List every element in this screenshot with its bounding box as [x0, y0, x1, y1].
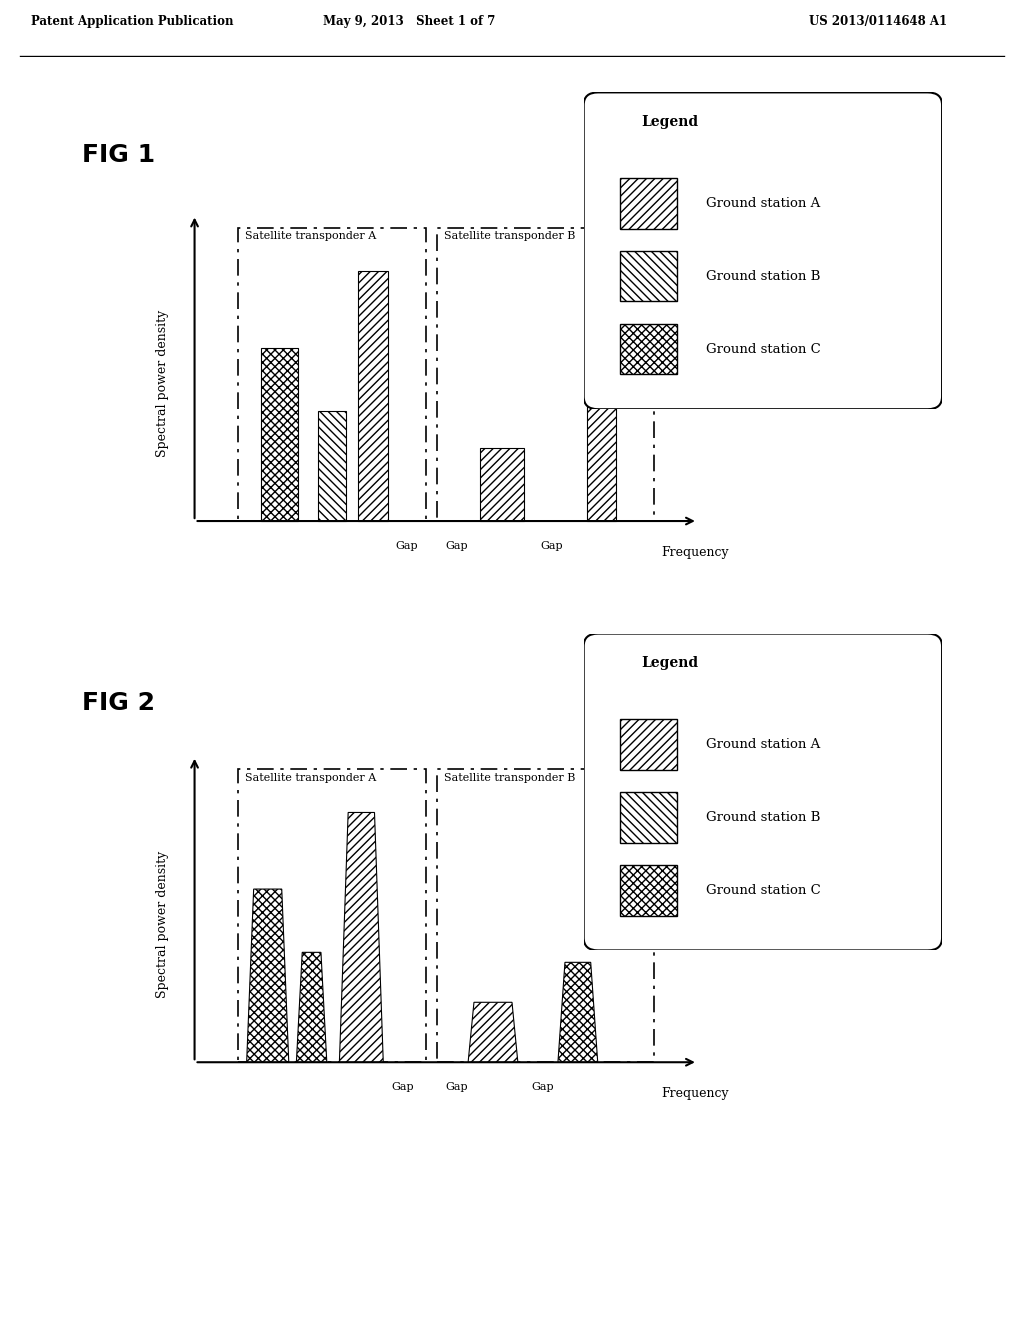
Bar	[437, 228, 654, 521]
Text: FIG 2: FIG 2	[82, 690, 155, 715]
Text: Legend: Legend	[641, 656, 698, 669]
Text: Ground station B: Ground station B	[706, 810, 820, 824]
Text: Satellite transponder B: Satellite transponder B	[444, 772, 575, 783]
FancyBboxPatch shape	[584, 92, 942, 409]
Text: Ground station A: Ground station A	[706, 197, 820, 210]
Bar	[239, 228, 426, 521]
Bar	[318, 411, 346, 521]
Bar	[587, 378, 615, 521]
Bar	[261, 348, 298, 521]
Text: Gap: Gap	[531, 1082, 554, 1092]
Text: Satellite transponder A: Satellite transponder A	[246, 772, 377, 783]
Text: US 2013/0114648 A1: US 2013/0114648 A1	[809, 15, 947, 28]
Bar	[620, 719, 677, 770]
Text: May 9, 2013   Sheet 1 of 7: May 9, 2013 Sheet 1 of 7	[324, 15, 496, 28]
Polygon shape	[247, 890, 289, 1063]
Text: Spectral power density: Spectral power density	[156, 850, 169, 998]
Polygon shape	[339, 813, 383, 1063]
Text: Ground station A: Ground station A	[706, 738, 820, 751]
Text: FIG 1: FIG 1	[82, 143, 155, 168]
Text: Satellite transponder B: Satellite transponder B	[444, 231, 575, 242]
Bar	[620, 251, 677, 301]
FancyBboxPatch shape	[584, 634, 942, 950]
Text: Gap: Gap	[541, 541, 563, 550]
Bar	[357, 272, 388, 521]
Bar	[239, 770, 426, 1063]
Text: Gap: Gap	[445, 541, 468, 550]
Text: Ground station C: Ground station C	[706, 883, 820, 896]
Bar	[620, 178, 677, 228]
Text: Frequency: Frequency	[662, 546, 729, 558]
Bar	[620, 865, 677, 916]
Bar	[437, 770, 654, 1063]
Text: Gap: Gap	[445, 1082, 468, 1092]
Text: Ground station B: Ground station B	[706, 269, 820, 282]
Bar	[620, 323, 677, 375]
Text: Satellite transponder A: Satellite transponder A	[246, 231, 377, 242]
Text: Frequency: Frequency	[662, 1088, 729, 1100]
Polygon shape	[558, 962, 598, 1063]
Text: Ground station C: Ground station C	[706, 342, 820, 355]
Text: Gap: Gap	[391, 1082, 414, 1092]
Bar	[620, 792, 677, 842]
Text: Legend: Legend	[641, 115, 698, 128]
Text: Gap: Gap	[395, 541, 418, 550]
Text: Patent Application Publication: Patent Application Publication	[31, 15, 233, 28]
Polygon shape	[296, 952, 327, 1063]
Bar	[480, 447, 523, 521]
Polygon shape	[468, 1002, 518, 1063]
Text: Spectral power density: Spectral power density	[156, 309, 169, 457]
